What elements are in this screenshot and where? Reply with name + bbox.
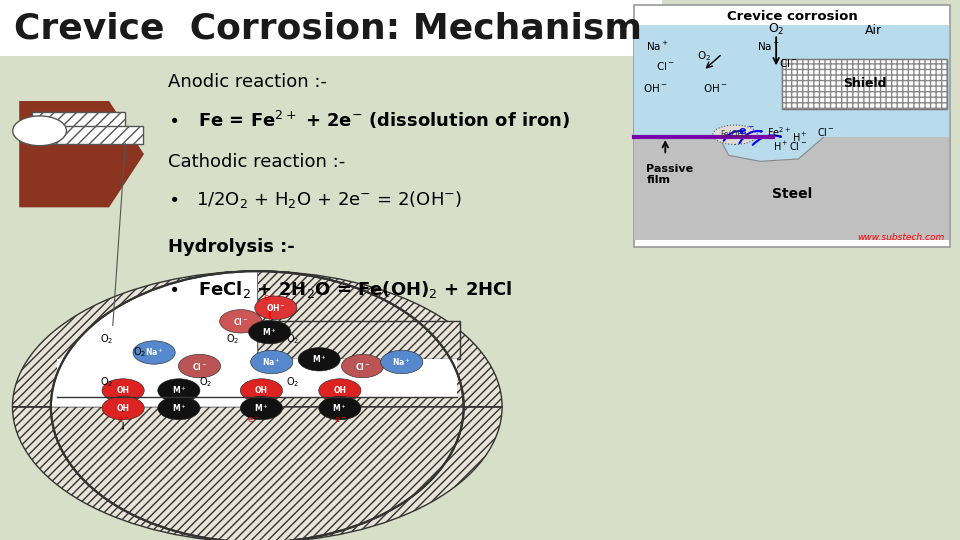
Text: O$_2$: O$_2$: [697, 49, 711, 63]
Text: $\bullet$   Fe = Fe$^{2+}$ + 2e$^{-}$ (dissolution of iron): $\bullet$ Fe = Fe$^{2+}$ + 2e$^{-}$ (dis…: [168, 109, 570, 131]
Text: e$^-$: e$^-$: [263, 293, 276, 303]
Text: OH: OH: [116, 386, 130, 395]
Text: Cl$^-$: Cl$^-$: [780, 57, 799, 69]
Bar: [0, 0, 662, 56]
Circle shape: [249, 320, 291, 344]
Circle shape: [133, 341, 176, 364]
Text: O$_2$: O$_2$: [100, 332, 113, 346]
Text: H$^+$Cl$^-$: H$^+$Cl$^-$: [773, 139, 807, 153]
Circle shape: [12, 116, 66, 146]
FancyArrowPatch shape: [753, 136, 780, 145]
Text: O$_2$: O$_2$: [199, 375, 212, 389]
Circle shape: [240, 396, 282, 420]
Bar: [257, 321, 460, 359]
Text: Na$^+$: Na$^+$: [393, 356, 411, 368]
Text: M$^+$: M$^+$: [254, 402, 269, 414]
Text: M$^+$: M$^+$: [312, 354, 326, 365]
Circle shape: [179, 354, 221, 378]
Text: e$^-$: e$^-$: [333, 415, 347, 425]
Text: Anodic reaction :-: Anodic reaction :-: [168, 73, 327, 91]
Text: M$^+$: M$^+$: [332, 402, 348, 414]
Text: OH$^-$: OH$^-$: [643, 82, 668, 93]
Text: M$^+$: M$^+$: [172, 384, 186, 396]
Ellipse shape: [712, 125, 757, 144]
Text: Shield: Shield: [843, 77, 887, 90]
Text: Na$^+$: Na$^+$: [646, 40, 669, 53]
Bar: [782, 58, 948, 109]
Bar: [0, 56, 960, 532]
FancyArrowPatch shape: [724, 131, 743, 141]
Circle shape: [157, 396, 200, 420]
Text: OH: OH: [255, 386, 268, 395]
Circle shape: [342, 354, 384, 378]
FancyArrowPatch shape: [739, 131, 761, 143]
Circle shape: [220, 309, 262, 333]
Text: Cathodic reaction :-: Cathodic reaction :-: [168, 153, 346, 171]
Bar: [634, 137, 948, 240]
Text: Air: Air: [865, 24, 882, 37]
Text: O$_2$: O$_2$: [100, 375, 113, 389]
Bar: [634, 25, 948, 138]
Text: O$_2$: O$_2$: [226, 332, 239, 346]
Text: M$^+$: M$^+$: [172, 402, 186, 414]
Circle shape: [240, 379, 282, 402]
Text: Fe(OH)₂: Fe(OH)₂: [720, 130, 750, 139]
Text: Cl$^-$: Cl$^-$: [355, 361, 371, 372]
Text: Cl$^-$: Cl$^-$: [192, 361, 207, 372]
Text: Cl$^-$: Cl$^-$: [233, 316, 249, 327]
Circle shape: [102, 396, 144, 420]
Bar: [50, 126, 143, 144]
Polygon shape: [51, 271, 257, 407]
Text: H$^+$: H$^+$: [792, 131, 807, 144]
Circle shape: [102, 379, 144, 402]
Text: Cl$^-$: Cl$^-$: [656, 60, 675, 72]
Circle shape: [254, 296, 297, 320]
Text: e$^-$: e$^-$: [737, 126, 755, 137]
Circle shape: [251, 350, 293, 374]
Text: Crevice  Corrosion: Mechanism: Crevice Corrosion: Mechanism: [14, 11, 642, 45]
Text: O$_2$: O$_2$: [133, 346, 146, 360]
Text: OH$^-$: OH$^-$: [704, 82, 728, 93]
Circle shape: [299, 348, 341, 371]
Text: Cl$^-$: Cl$^-$: [817, 126, 835, 138]
Text: Na$^+$: Na$^+$: [757, 40, 780, 53]
Text: OH: OH: [333, 386, 347, 395]
Text: O$_2$: O$_2$: [286, 332, 299, 346]
Text: O$_2$: O$_2$: [768, 22, 784, 37]
Bar: [782, 58, 948, 109]
Circle shape: [319, 379, 361, 402]
Text: OH: OH: [116, 403, 130, 413]
Text: Hydrolysis :-: Hydrolysis :-: [168, 238, 295, 256]
Circle shape: [319, 396, 361, 420]
Text: M$^+$: M$^+$: [262, 326, 277, 338]
Text: www.substech.com: www.substech.com: [857, 233, 944, 241]
Text: Na$^+$: Na$^+$: [145, 347, 163, 359]
Text: $\bullet$   1/2O$_{2}$ + H$_{2}$O + 2e$^{-}$ = 2(OH$^{-}$): $\bullet$ 1/2O$_{2}$ + H$_{2}$O + 2e$^{-…: [168, 189, 462, 210]
Text: Na$^+$: Na$^+$: [262, 356, 281, 368]
Text: Steel: Steel: [772, 187, 812, 201]
Polygon shape: [51, 271, 257, 407]
Text: O$_2$: O$_2$: [286, 375, 299, 389]
Wedge shape: [12, 271, 502, 540]
Polygon shape: [719, 137, 824, 161]
Circle shape: [157, 379, 200, 402]
Text: $\bullet$   FeCl$_{2}$ + 2H$_{2}$O = Fe(OH)$_{2}$ + 2HCl: $\bullet$ FeCl$_{2}$ + 2H$_{2}$O = Fe(OH…: [168, 279, 513, 300]
Bar: [0, 266, 634, 532]
Ellipse shape: [51, 271, 464, 540]
Bar: [634, 5, 950, 247]
Text: Passive
film: Passive film: [646, 164, 693, 185]
Circle shape: [380, 350, 422, 374]
Text: e$^-$: e$^-$: [247, 415, 259, 425]
Text: Crevice corrosion: Crevice corrosion: [727, 10, 857, 23]
Polygon shape: [257, 271, 464, 407]
Text: e$^-$: e$^-$: [117, 415, 130, 425]
Bar: [57, 359, 458, 397]
Bar: [32, 112, 125, 131]
Text: OH$^-$: OH$^-$: [266, 302, 286, 313]
Polygon shape: [51, 407, 464, 540]
Text: Fe$^{2+}$: Fe$^{2+}$: [767, 125, 791, 139]
Polygon shape: [19, 101, 144, 207]
